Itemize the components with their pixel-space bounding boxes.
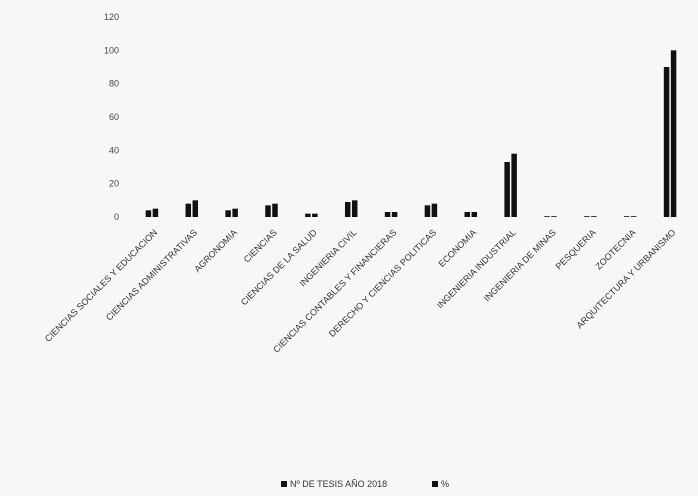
bar-tesis [623, 216, 630, 217]
y-tick-label: 40 [109, 145, 119, 155]
bar-percent [471, 212, 478, 217]
legend-label-percent: % [441, 479, 449, 489]
y-tick-label: 80 [109, 79, 119, 89]
category-label: ZOOTECNIA [593, 227, 637, 271]
y-axis-ticks: 0 20 40 60 80 100 120 [104, 12, 119, 222]
category-label: AGRONOMIA [192, 227, 239, 274]
bar-percent [591, 216, 597, 217]
bar-tesis [145, 210, 152, 217]
y-tick-label: 120 [104, 12, 119, 22]
bar-tesis [185, 203, 192, 217]
bar-tesis [344, 202, 351, 217]
legend-swatch-tesis [281, 481, 287, 487]
y-tick-label: 0 [114, 212, 119, 222]
bar-tesis [424, 205, 431, 217]
bar-percent [232, 208, 238, 217]
category-label: CIENCIAS DE LA SALUD [239, 227, 319, 307]
bar-tesis [584, 216, 590, 217]
category-label: PESQUERIA [554, 227, 598, 271]
bar-tesis [663, 67, 670, 217]
bar-percent [551, 216, 557, 217]
bars-group [145, 50, 677, 217]
y-tick-label: 20 [109, 179, 119, 189]
y-tick-label: 100 [104, 45, 119, 55]
category-label: INGENIERIA INDUSTRIAL [435, 227, 518, 310]
y-tick-label: 60 [109, 112, 119, 122]
bar-percent [312, 213, 318, 217]
bar-percent [630, 216, 637, 217]
bar-tesis [544, 216, 550, 217]
bar-percent [272, 203, 278, 217]
legend-label-tesis: Nº DE TESIS AÑO 2018 [290, 479, 387, 489]
bar-tesis [464, 212, 471, 217]
bar-percent [152, 208, 159, 217]
legend: Nº DE TESIS AÑO 2018% [281, 479, 449, 489]
category-label: ECONOMIA [436, 227, 478, 269]
bar-percent [192, 200, 199, 217]
bar-percent [391, 212, 398, 217]
bar-percent [670, 50, 677, 217]
category-label: CIENCIAS [242, 227, 279, 264]
bar-tesis [225, 210, 231, 217]
bar-tesis [384, 212, 391, 217]
bar-percent [351, 200, 358, 217]
bar-tesis [305, 213, 311, 217]
bar-tesis [265, 205, 271, 217]
bar-tesis [504, 162, 510, 217]
category-label: INGENIERIA DE MINAS [482, 227, 558, 303]
bar-percent [511, 153, 517, 217]
legend-swatch-percent [432, 481, 438, 487]
bar-percent [431, 203, 438, 217]
